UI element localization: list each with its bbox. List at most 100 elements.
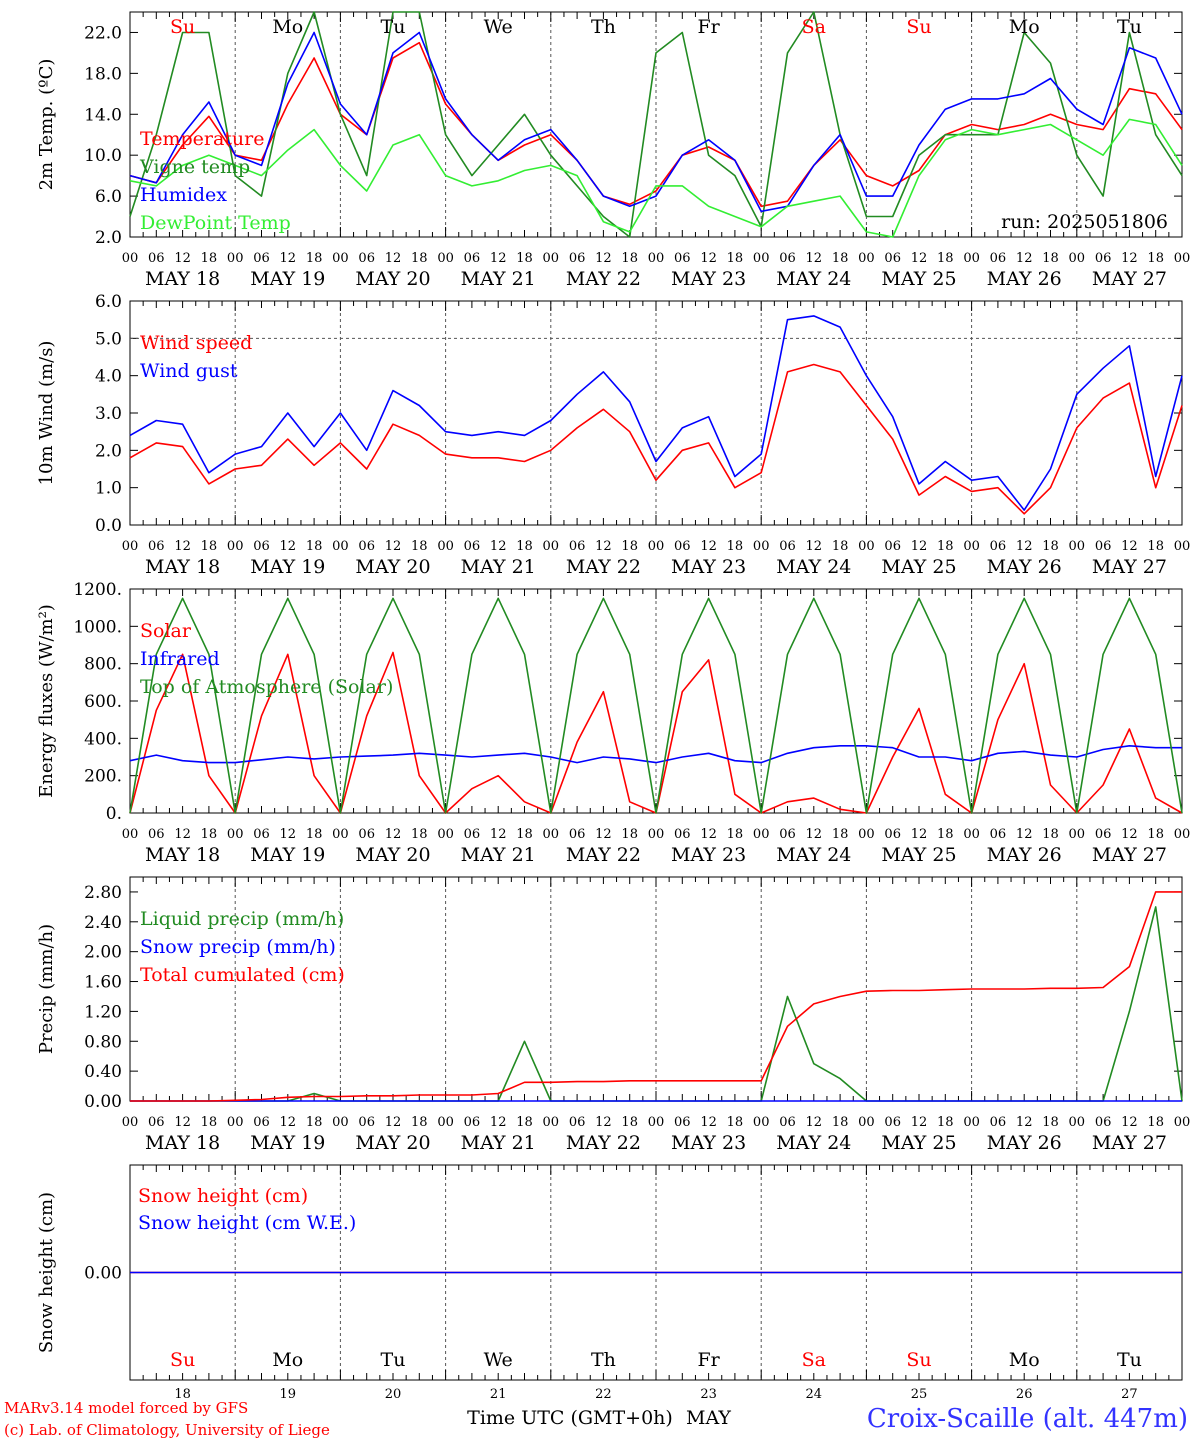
hour-label: 06	[253, 827, 270, 842]
weekday-label: Tu	[381, 1349, 406, 1371]
hour-label: 12	[1016, 1115, 1033, 1130]
hour-label: 18	[727, 539, 744, 554]
y-axis-label: Energy fluxes (W/m²)	[36, 604, 57, 798]
weekday-label: Mo	[1009, 16, 1040, 38]
series-line	[129, 363, 1183, 515]
panel-3: 0. 200. 400. 600. 800. 1000. 1200. Energy fluxe…	[36, 580, 1190, 866]
hour-label: 00	[753, 1115, 770, 1130]
date-label: MAY 24	[776, 1132, 851, 1154]
hour-label: 00	[543, 827, 560, 842]
hour-label: 18	[727, 827, 744, 842]
hour-label: 18	[621, 1115, 638, 1130]
date-label: MAY 26	[987, 1132, 1062, 1154]
hour-label: 18	[1147, 827, 1164, 842]
date-label: MAY 26	[987, 556, 1062, 578]
panel-1: 2.0 6.0 10.0 14.0 18.0 22.0 2m Temp. (ºC) Tempe…	[36, 11, 1190, 290]
weekday-label: Sa	[802, 1349, 826, 1371]
day-number-label: 23	[700, 1387, 717, 1402]
y-tick-label: 0.80	[84, 1032, 122, 1052]
y-tick-label: 6.0	[95, 187, 122, 207]
day-number-label: 26	[1016, 1387, 1033, 1402]
panels: 2.0 6.0 10.0 14.0 18.0 22.0 2m Temp. (ºC) Tempe…	[36, 11, 1190, 1402]
hour-label: 06	[884, 251, 901, 266]
hour-label: 12	[490, 539, 507, 554]
date-label: MAY 19	[250, 556, 325, 578]
plot-frame	[129, 588, 1183, 814]
day-number-label: 24	[806, 1387, 823, 1402]
hour-label: 06	[1095, 539, 1112, 554]
panel-5: 0.00 Snow height (cm) Snow height (cm) Snow…	[36, 1164, 1183, 1402]
hour-label: 00	[963, 251, 980, 266]
hour-label: 00	[648, 827, 665, 842]
hour-label: 06	[358, 251, 375, 266]
hour-label: 12	[280, 1115, 297, 1130]
day-number-label: 25	[911, 1387, 928, 1402]
hour-label: 18	[832, 827, 849, 842]
legend-entry: Total cumulated (cm)	[140, 964, 345, 986]
series-line	[129, 31, 1183, 213]
date-label: MAY 19	[250, 1132, 325, 1154]
weekday-label: Su	[170, 1349, 195, 1371]
y-tick-label: 0.	[106, 804, 122, 824]
hour-label: 18	[411, 251, 428, 266]
hour-label: 12	[806, 1115, 823, 1130]
series-line	[130, 891, 1182, 1102]
hour-label: 00	[332, 539, 349, 554]
hour-label: 18	[1042, 1115, 1059, 1130]
hour-label: 00	[1174, 827, 1191, 842]
weekday-label: Fr	[697, 16, 720, 38]
hour-label: 12	[700, 1115, 717, 1130]
day-number-label: 20	[385, 1387, 402, 1402]
legend-entry: Vigne temp	[139, 156, 250, 178]
hour-label: 18	[201, 539, 218, 554]
hour-label: 00	[648, 251, 665, 266]
y-tick-label: 2.0	[95, 228, 122, 248]
hour-label: 18	[201, 251, 218, 266]
date-label: MAY 27	[1092, 556, 1167, 578]
hour-label: 18	[937, 827, 954, 842]
date-label: MAY 22	[566, 556, 641, 578]
date-label: MAY 20	[355, 1132, 430, 1154]
hour-label: 06	[990, 251, 1007, 266]
hour-label: 12	[911, 539, 928, 554]
hour-label: 12	[595, 827, 612, 842]
hour-label: 12	[1016, 539, 1033, 554]
hour-label: 06	[884, 1115, 901, 1130]
hour-label: 12	[911, 251, 928, 266]
hour-label: 12	[490, 251, 507, 266]
hour-label: 00	[1069, 1115, 1086, 1130]
day-number-label: 22	[595, 1387, 612, 1402]
hour-label: 18	[516, 539, 533, 554]
y-tick-label: 10.0	[84, 146, 122, 166]
hour-label: 18	[201, 827, 218, 842]
date-label: MAY 27	[1092, 268, 1167, 290]
hour-label: 00	[543, 539, 560, 554]
hour-label: 00	[858, 539, 875, 554]
series-line	[129, 597, 1183, 814]
hour-label: 06	[464, 1115, 481, 1130]
hour-label: 00	[227, 251, 244, 266]
hour-label: 12	[174, 539, 191, 554]
date-label: MAY 23	[671, 556, 746, 578]
hour-label: 18	[1042, 251, 1059, 266]
hour-label: 06	[358, 827, 375, 842]
hour-label: 00	[1069, 539, 1086, 554]
weekday-label: Su	[170, 16, 195, 38]
legend-entry: Top of Atmosphere (Solar)	[140, 676, 393, 698]
footer-credit-model: MARv3.14 model forced by GFS	[4, 1399, 248, 1417]
date-label: MAY 20	[355, 556, 430, 578]
hour-label: 12	[700, 251, 717, 266]
hour-label: 12	[700, 539, 717, 554]
hour-label: 12	[595, 1115, 612, 1130]
hour-label: 00	[332, 1115, 349, 1130]
hour-label: 00	[437, 539, 454, 554]
hour-label: 18	[1147, 251, 1164, 266]
day-number-label: 18	[174, 1387, 191, 1402]
weekday-label: We	[484, 1349, 513, 1371]
y-tick-label: 800.	[84, 655, 122, 675]
y-axis-label: 10m Wind (m/s)	[36, 341, 57, 486]
weekday-label: Tu	[1117, 16, 1142, 38]
y-tick-label: 4.0	[95, 367, 122, 387]
hour-label: 18	[832, 1115, 849, 1130]
hour-label: 00	[332, 827, 349, 842]
